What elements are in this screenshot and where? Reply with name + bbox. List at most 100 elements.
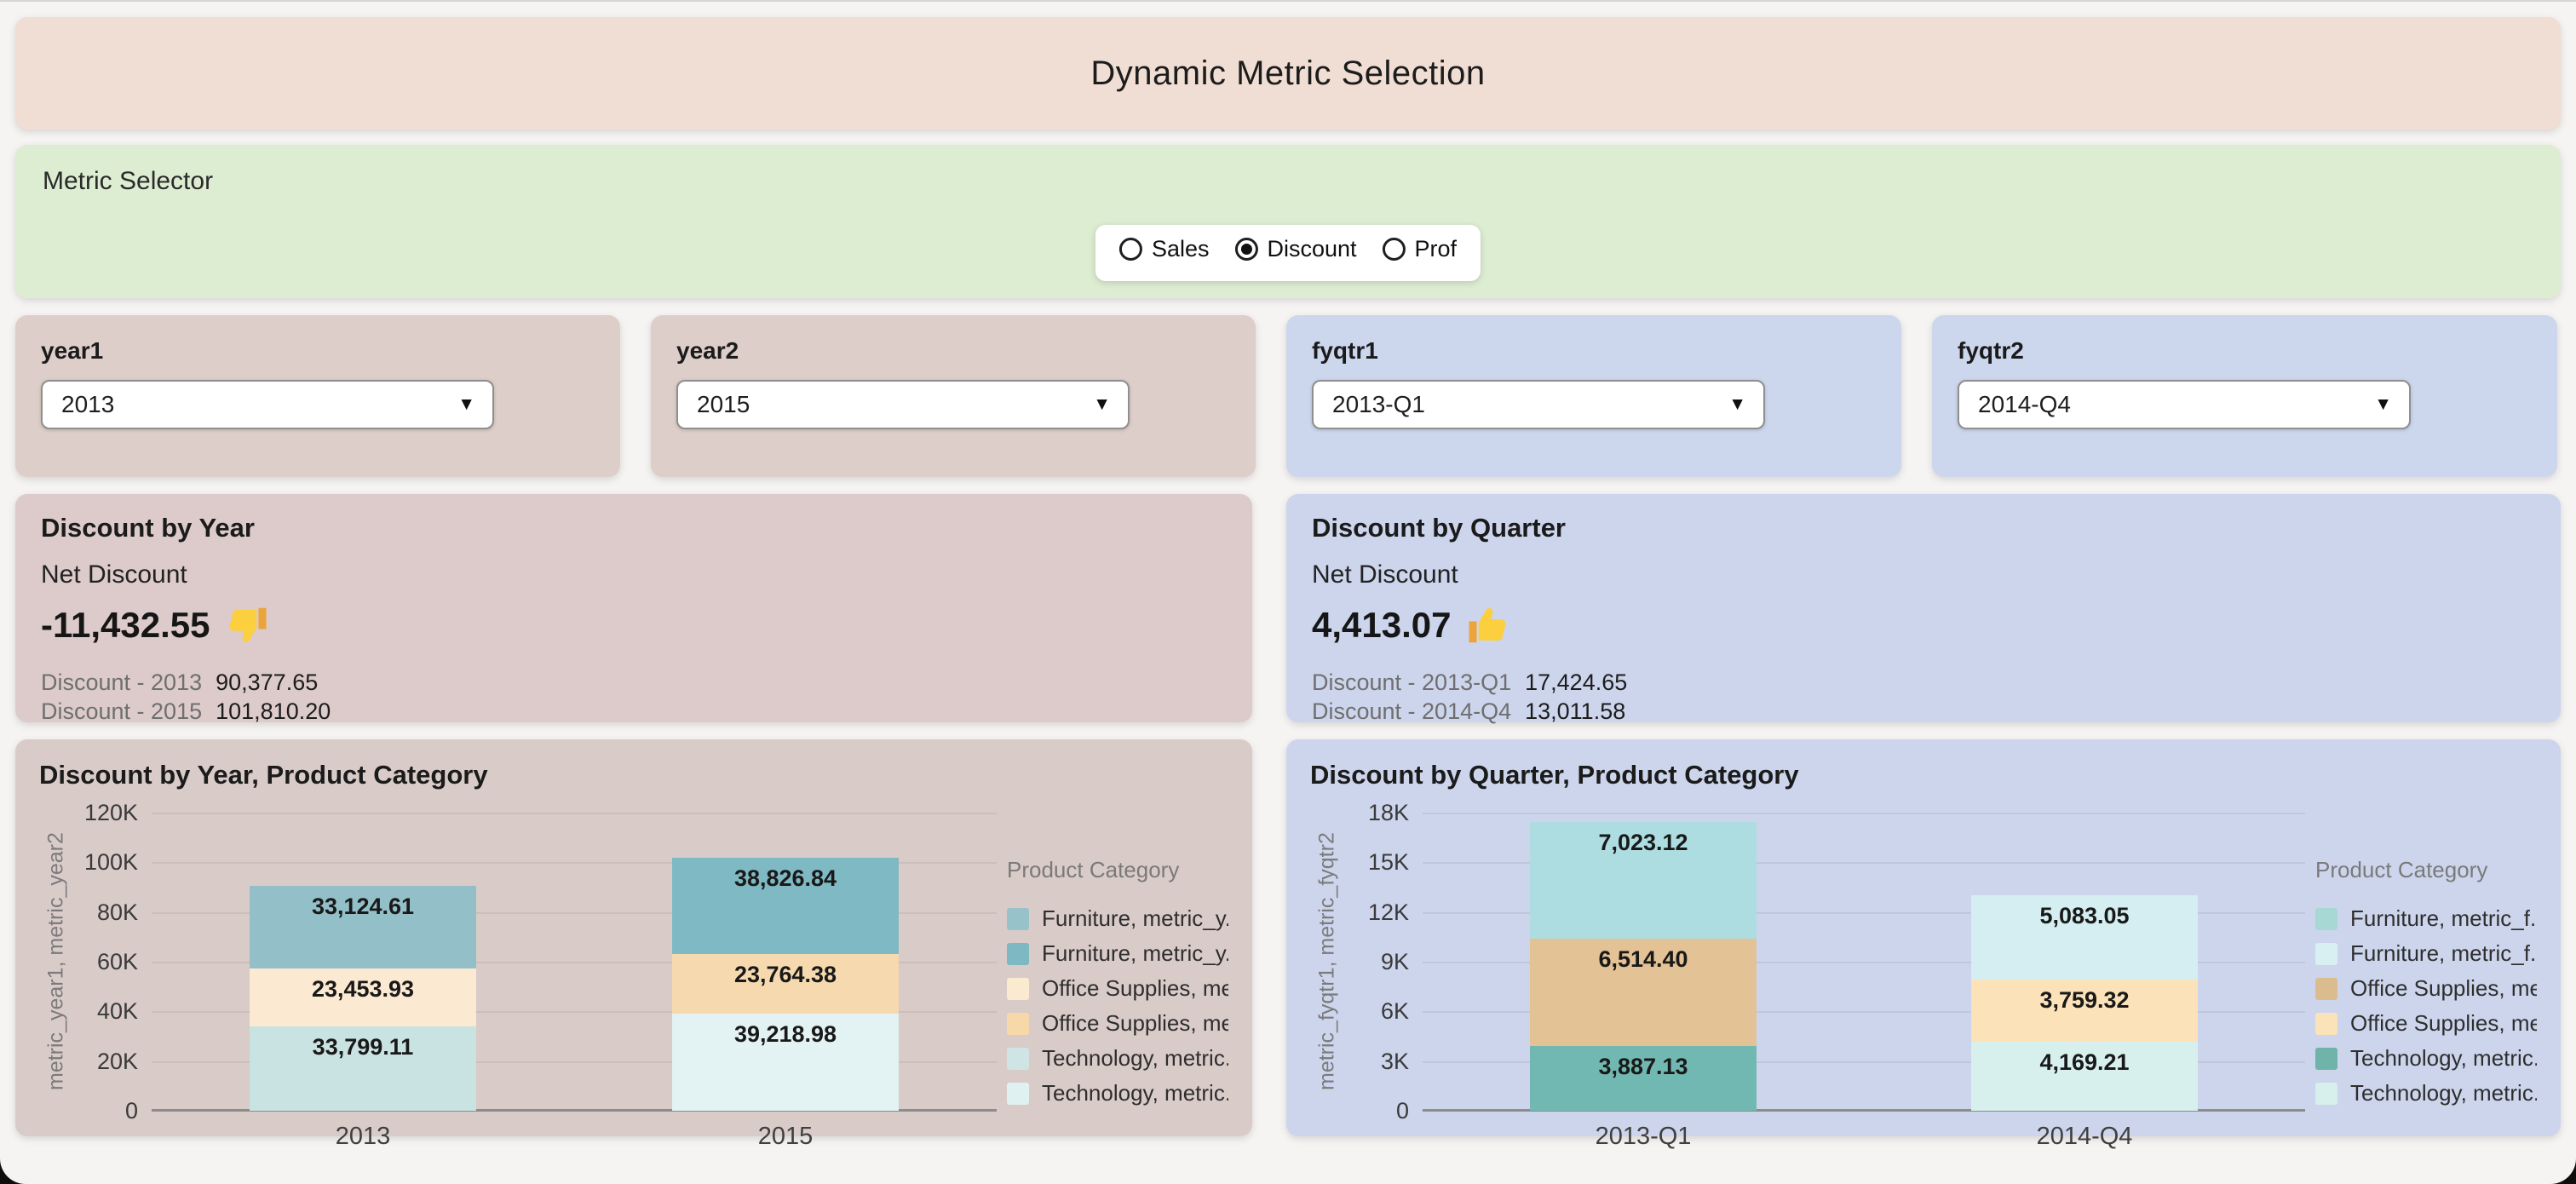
- y-tick: 3K: [1381, 1049, 1409, 1075]
- radio-unselected-icon[interactable]: [1119, 238, 1142, 261]
- bar-segment[interactable]: 3,887.13: [1530, 1046, 1757, 1111]
- dashboard-header: Dynamic Metric Selection: [15, 17, 2561, 129]
- y-tick: 12K: [1368, 899, 1409, 926]
- dashboard-window: Dynamic Metric Selection Metric Selector…: [0, 0, 2576, 1184]
- legend-item[interactable]: Technology, metric...: [1007, 1080, 1228, 1106]
- kpi-detail-value: 13,011.58: [1525, 697, 1625, 726]
- kpi-detail-value: 90,377.65: [216, 668, 318, 697]
- bar-segment[interactable]: 33,799.11: [250, 1026, 476, 1111]
- plot-area: 3,887.136,514.407,023.122013-Q14,169.213…: [1423, 813, 2305, 1111]
- legend-item[interactable]: Technology, metric...: [2315, 1045, 2537, 1072]
- dropdown-value: 2013-Q1: [1332, 391, 1425, 418]
- bar-segment[interactable]: 5,083.05: [1971, 895, 2198, 980]
- legend-swatch: [2315, 1048, 2337, 1070]
- bar-segment[interactable]: 33,124.61: [250, 886, 476, 968]
- bar-segment-value: 33,799.11: [250, 1034, 476, 1060]
- legend-item[interactable]: Technology, metric...: [1007, 1045, 1228, 1072]
- dropdown-value: 2013: [61, 391, 114, 418]
- legend-label: Furniture, metric_y...: [1042, 905, 1228, 932]
- chart-title: Discount by Quarter, Product Category: [1310, 760, 2537, 790]
- legend-item[interactable]: Technology, metric...: [2315, 1080, 2537, 1106]
- radio-sales[interactable]: Sales: [1119, 236, 1210, 262]
- kpi-card-discount-by-year: Discount by Year Net Discount -11,432.55…: [15, 494, 1252, 722]
- y-axis-label: metric_fyqtr1, metric_fyqtr2: [1310, 813, 1344, 1111]
- legend-swatch: [1007, 943, 1029, 965]
- filters-row: year1 2013 ▼ year2 2015 ▼ fyqtr1 2013-Q1…: [15, 315, 2561, 477]
- radio-discount[interactable]: Discount: [1234, 236, 1356, 262]
- legend-item[interactable]: Office Supplies, me...: [1007, 975, 1228, 1002]
- bar-segment-value: 3,759.32: [1971, 987, 2198, 1014]
- legend-item[interactable]: Office Supplies, me...: [2315, 1010, 2537, 1037]
- y-tick: 18K: [1368, 800, 1409, 826]
- filter-card-fyqtr1: fyqtr1 2013-Q1 ▼: [1286, 315, 1901, 477]
- stacked-bar-2014-Q4[interactable]: 4,169.21 3,759.32 5,083.05: [1971, 895, 2198, 1111]
- kpi-subtitle: Net Discount: [1312, 560, 2535, 589]
- kpi-detail-value: 17,424.65: [1525, 668, 1627, 697]
- kpi-details: Discount - 2013 90,377.65 Discount - 201…: [41, 668, 1227, 726]
- legend-swatch: [2315, 908, 2337, 930]
- legend-item[interactable]: Furniture, metric_y...: [1007, 905, 1228, 932]
- bar-segment-value: 7,023.12: [1530, 830, 1757, 856]
- fyqtr2-dropdown[interactable]: 2014-Q4 ▼: [1958, 380, 2411, 429]
- filter-label: fyqtr2: [1958, 337, 2532, 365]
- kpi-title: Discount by Year: [41, 513, 1227, 543]
- legend-label: Furniture, metric_f...: [2350, 905, 2537, 932]
- x-axis-category-label: 2013: [336, 1123, 391, 1151]
- kpi-value: -11,432.55: [41, 605, 210, 646]
- stacked-bar-2015[interactable]: 39,218.98 23,764.3838,826.84: [672, 858, 899, 1111]
- radio-selected-icon[interactable]: [1234, 238, 1257, 261]
- year2-dropdown[interactable]: 2015 ▼: [676, 380, 1130, 429]
- bar-segment[interactable]: 4,169.21: [1971, 1042, 2198, 1111]
- bar-segment[interactable]: 39,218.98: [672, 1014, 899, 1111]
- y-axis-label: metric_year1, metric_year2: [39, 813, 73, 1111]
- metric-radio-group: Sales Discount Prof: [1095, 225, 1481, 281]
- kpi-row: Discount by Year Net Discount -11,432.55…: [15, 494, 2561, 722]
- bar-segment[interactable]: 23,453.93: [250, 968, 476, 1026]
- legend-label: Office Supplies, me...: [1042, 975, 1228, 1002]
- legend-item[interactable]: Office Supplies, me...: [2315, 975, 2537, 1002]
- bar-segment[interactable]: 7,023.12: [1530, 822, 1757, 939]
- legend-item[interactable]: Office Supplies, me...: [1007, 1010, 1228, 1037]
- thumbs-down-icon: [224, 602, 270, 648]
- y-tick: 100K: [84, 849, 138, 876]
- fyqtr1-dropdown[interactable]: 2013-Q1 ▼: [1312, 380, 1765, 429]
- legend-swatch: [2315, 1083, 2337, 1105]
- legend-item[interactable]: Furniture, metric_y...: [1007, 940, 1228, 967]
- stacked-bar-2013-Q1[interactable]: 3,887.136,514.40 7,023.12: [1530, 822, 1757, 1111]
- kpi-detail-value: 101,810.20: [216, 697, 331, 726]
- y-tick: 20K: [97, 1049, 138, 1075]
- kpi-detail-row: Discount - 2015 101,810.20: [41, 697, 1227, 726]
- bar-segment[interactable]: 6,514.40: [1530, 939, 1757, 1047]
- metric-selector-card: Metric Selector Sales Discount Prof: [15, 145, 2561, 298]
- x-axis-category-label: 2015: [758, 1123, 814, 1151]
- legend-swatch: [2315, 1013, 2337, 1035]
- chevron-down-icon: ▼: [1093, 394, 1111, 415]
- kpi-detail-label: Discount - 2013: [41, 668, 202, 697]
- legend-label: Technology, metric...: [2350, 1045, 2537, 1072]
- filter-card-year1: year1 2013 ▼: [15, 315, 620, 477]
- legend-item[interactable]: Furniture, metric_f...: [2315, 940, 2537, 967]
- kpi-detail-label: Discount - 2014-Q4: [1312, 697, 1511, 726]
- year1-dropdown[interactable]: 2013 ▼: [41, 380, 494, 429]
- radio-prof[interactable]: Prof: [1383, 236, 1458, 262]
- dashboard-content: Dynamic Metric Selection Metric Selector…: [0, 2, 2576, 1152]
- legend-label: Office Supplies, me...: [2350, 1010, 2537, 1037]
- legend-item[interactable]: Furniture, metric_f...: [2315, 905, 2537, 932]
- kpi-card-discount-by-quarter: Discount by Quarter Net Discount 4,413.0…: [1286, 494, 2561, 722]
- legend-swatch: [1007, 1013, 1029, 1035]
- chart-body: metric_year1, metric_year2 120K100K80K60…: [39, 813, 1228, 1115]
- metric-selector-label: Metric Selector: [43, 167, 2533, 196]
- bar-segment[interactable]: 3,759.32: [1971, 980, 2198, 1042]
- radio-unselected-icon[interactable]: [1383, 238, 1406, 261]
- bar-segment[interactable]: 23,764.38: [672, 954, 899, 1013]
- gridline: [152, 813, 997, 814]
- stacked-bar-2013[interactable]: 33,799.11 23,453.9333,124.61: [250, 886, 476, 1111]
- legend-label: Furniture, metric_y...: [1042, 940, 1228, 967]
- legend-swatch: [1007, 978, 1029, 1000]
- legend-swatch: [2315, 943, 2337, 965]
- legend-label: Technology, metric...: [2350, 1080, 2537, 1106]
- legend-items: Furniture, metric_f... Furniture, metric_…: [2315, 905, 2537, 1106]
- bar-segment[interactable]: 38,826.84: [672, 858, 899, 954]
- radio-label: Discount: [1267, 236, 1356, 262]
- bar-segment-value: 39,218.98: [672, 1021, 899, 1048]
